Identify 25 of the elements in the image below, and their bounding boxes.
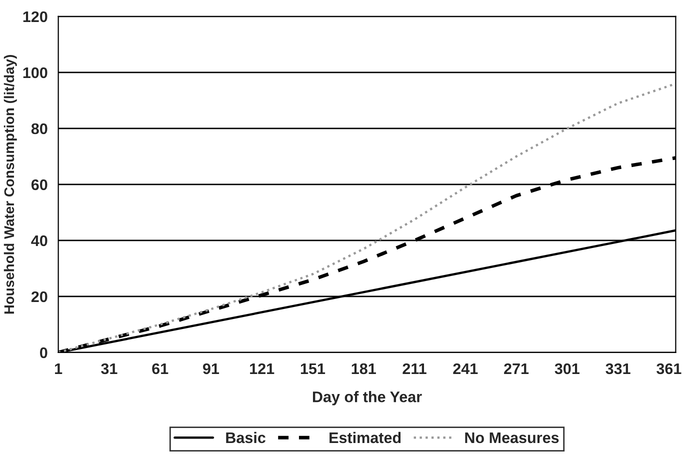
x-tick-label: 151: [300, 363, 326, 374]
x-tick-label: 241: [453, 363, 478, 374]
x-tick-label: 361: [656, 363, 682, 374]
x-tick-label: 91: [203, 363, 220, 374]
x-tick-label: 31: [101, 363, 118, 374]
x-tick-label: 121: [250, 363, 274, 374]
x-tick-label: 271: [504, 363, 529, 374]
legend-label: No Measures: [465, 432, 559, 444]
legend-label: Estimated: [330, 432, 401, 444]
x-tick-label: 61: [152, 363, 168, 374]
y-tick-label: 80: [31, 123, 48, 134]
y-tick-label: 120: [23, 11, 48, 22]
y-tick-label: 20: [31, 291, 48, 302]
y-tick-label: 40: [31, 235, 48, 246]
y-tick-label: 0: [40, 347, 48, 358]
y-axis-title: Household Water Consumption (lit/day): [4, 55, 17, 314]
x-tick-label: 301: [554, 363, 580, 374]
x-tick-label: 331: [606, 363, 630, 374]
x-tick-label: 181: [352, 363, 376, 374]
x-tick-label: 1: [55, 363, 62, 374]
y-tick-label: 60: [31, 179, 48, 190]
x-tick-label: 211: [402, 363, 426, 374]
legend-label: Basic: [226, 432, 266, 444]
x-axis-title: Day of the Year: [312, 391, 422, 406]
y-tick-label: 100: [23, 67, 48, 78]
